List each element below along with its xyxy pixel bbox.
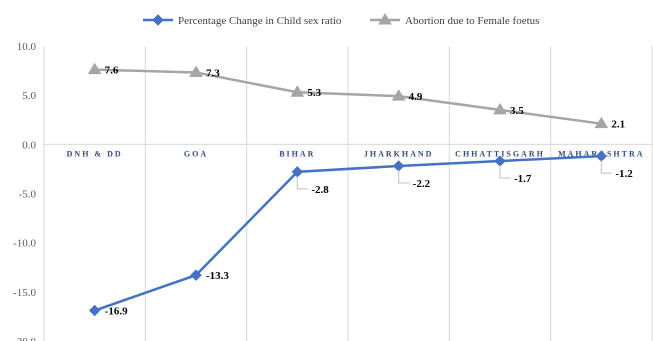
data-point-marker	[290, 85, 305, 97]
data-point-marker	[189, 65, 203, 78]
data-label: 2.1	[611, 119, 625, 131]
data-point-marker	[190, 269, 202, 281]
category-label: BIHAR	[279, 149, 315, 158]
y-tick-label: -5.0	[19, 189, 37, 201]
y-axis: 10.0 5.0 0.0 -5.0 -10.0 -15.0 -20.0	[13, 41, 36, 341]
series-layer: -16.9 -13.3 -2.8 -2.2 -1.7 -1.2 7.6 7.3 5.3 4.9 3.…	[87, 62, 633, 318]
data-label: 4.9	[409, 91, 423, 103]
y-tick-label: 10.0	[17, 41, 37, 53]
data-point-marker	[493, 102, 507, 115]
y-tick-label: 0.0	[22, 139, 36, 151]
data-label: 3.5	[510, 105, 524, 117]
data-label: -13.3	[206, 270, 229, 282]
legend: Percentage Change in Child sex ratio Abor…	[143, 13, 539, 27]
leader-line	[499, 165, 511, 179]
legend-item-2: Abortion due to Female foetus	[370, 13, 539, 27]
category-label: DNH & DD	[67, 149, 123, 158]
data-point-marker	[594, 116, 609, 129]
data-label: -2.2	[413, 178, 431, 190]
series-line	[94, 154, 602, 312]
data-label: 7.6	[105, 65, 119, 77]
series-2: 7.6 7.3 5.3 4.9 3.5 2.1	[87, 62, 625, 131]
legend-label: Abortion due to Female foetus	[405, 15, 539, 27]
data-label: -1.7	[514, 173, 532, 185]
category-label: CHHATTISGARH	[455, 149, 545, 158]
y-tick-label: -20.0	[13, 336, 36, 341]
data-point-marker	[392, 160, 405, 172]
category-label: JHARKHAND	[364, 149, 434, 158]
series-1: -16.9 -13.3 -2.8 -2.2 -1.7 -1.2	[88, 150, 633, 318]
gridlines	[43, 46, 653, 341]
data-point-marker	[87, 62, 102, 75]
leader-line	[398, 169, 410, 184]
data-label: 5.3	[307, 87, 321, 99]
data-label: -2.8	[311, 184, 329, 196]
data-label: -1.2	[615, 168, 633, 180]
y-tick-label: -10.0	[13, 238, 36, 250]
series-line	[94, 68, 602, 125]
category-label: GOA	[184, 149, 208, 158]
y-tick-label: 5.0	[22, 90, 36, 102]
y-tick-label: -15.0	[13, 287, 36, 299]
legend-swatch-marker	[378, 13, 392, 25]
leader-line	[296, 175, 309, 190]
data-point-marker	[391, 89, 406, 101]
data-label: -16.9	[105, 306, 128, 318]
legend-item-1: Percentage Change in Child sex ratio	[143, 14, 342, 27]
data-label: 7.3	[206, 68, 220, 80]
legend-label: Percentage Change in Child sex ratio	[178, 15, 342, 27]
data-point-marker	[88, 304, 101, 317]
legend-swatch-marker	[152, 14, 164, 26]
leader-line	[600, 160, 613, 174]
